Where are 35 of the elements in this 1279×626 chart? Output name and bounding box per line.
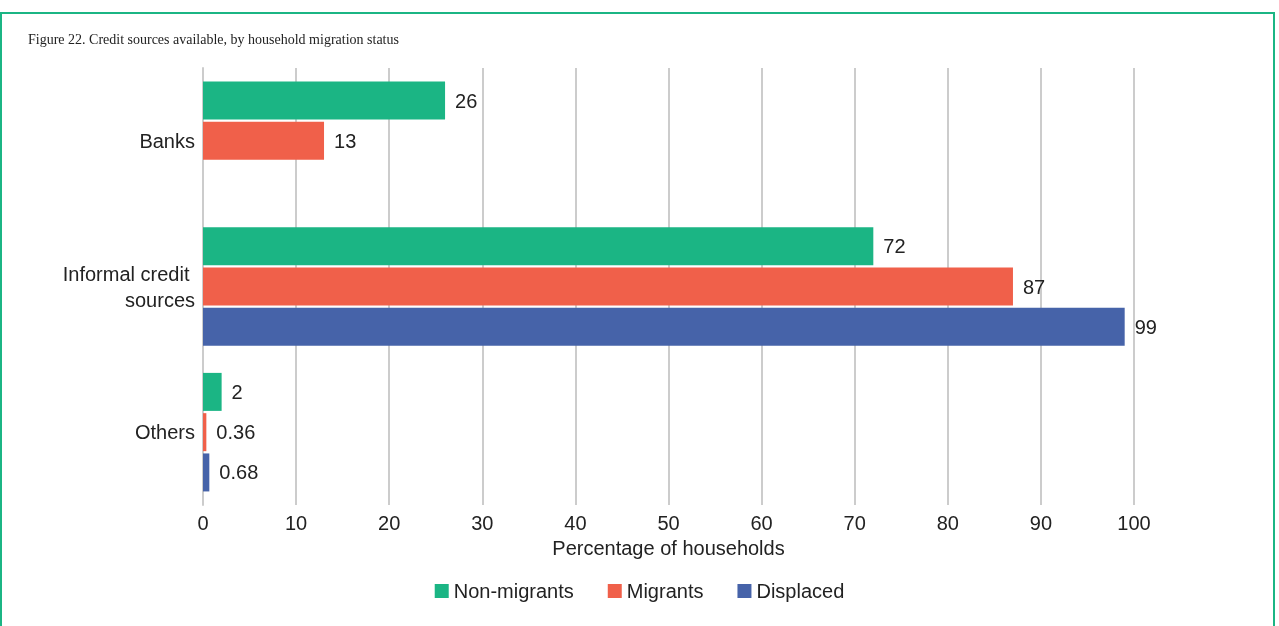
bar bbox=[203, 413, 207, 452]
x-tick-label: 60 bbox=[750, 512, 773, 534]
data-label: 0.36 bbox=[216, 421, 256, 444]
bar bbox=[203, 307, 1125, 346]
bar bbox=[203, 121, 325, 160]
data-label: 26 bbox=[455, 89, 478, 112]
data-label: 99 bbox=[1134, 315, 1157, 338]
x-tick-label: 80 bbox=[936, 512, 959, 534]
legend-label: Non-migrants bbox=[453, 580, 574, 602]
bar bbox=[203, 372, 222, 411]
bar bbox=[203, 267, 1013, 306]
data-label: 2 bbox=[231, 380, 243, 403]
y-tick-label: Banks bbox=[139, 129, 195, 152]
x-tick-label: 0 bbox=[197, 512, 209, 534]
bar bbox=[203, 453, 210, 492]
x-tick-label: 100 bbox=[1117, 512, 1151, 534]
bar bbox=[203, 81, 446, 120]
data-label: 72 bbox=[883, 235, 906, 258]
x-tick-label: 10 bbox=[284, 512, 308, 534]
data-label: 13 bbox=[334, 129, 357, 152]
x-tick-label: 40 bbox=[564, 512, 587, 534]
y-tick-label: Informal credit sources bbox=[62, 262, 195, 311]
x-tick-label: 70 bbox=[843, 512, 866, 534]
x-tick-label: 30 bbox=[471, 512, 494, 534]
bar bbox=[203, 227, 874, 266]
legend-label: Displaced bbox=[756, 580, 845, 602]
data-label: 87 bbox=[1022, 275, 1046, 298]
x-axis-title: Percentage of households bbox=[552, 536, 785, 559]
x-tick-label: 20 bbox=[378, 512, 401, 534]
x-tick-label: 90 bbox=[1029, 512, 1053, 534]
chart-title: Figure 22. Credit sources available, by household migration status bbox=[28, 32, 399, 48]
y-tick-label: Others bbox=[134, 421, 195, 444]
x-tick-label: 50 bbox=[657, 512, 680, 534]
legend-label: Migrants bbox=[626, 580, 704, 602]
data-label: 0.68 bbox=[219, 461, 259, 484]
